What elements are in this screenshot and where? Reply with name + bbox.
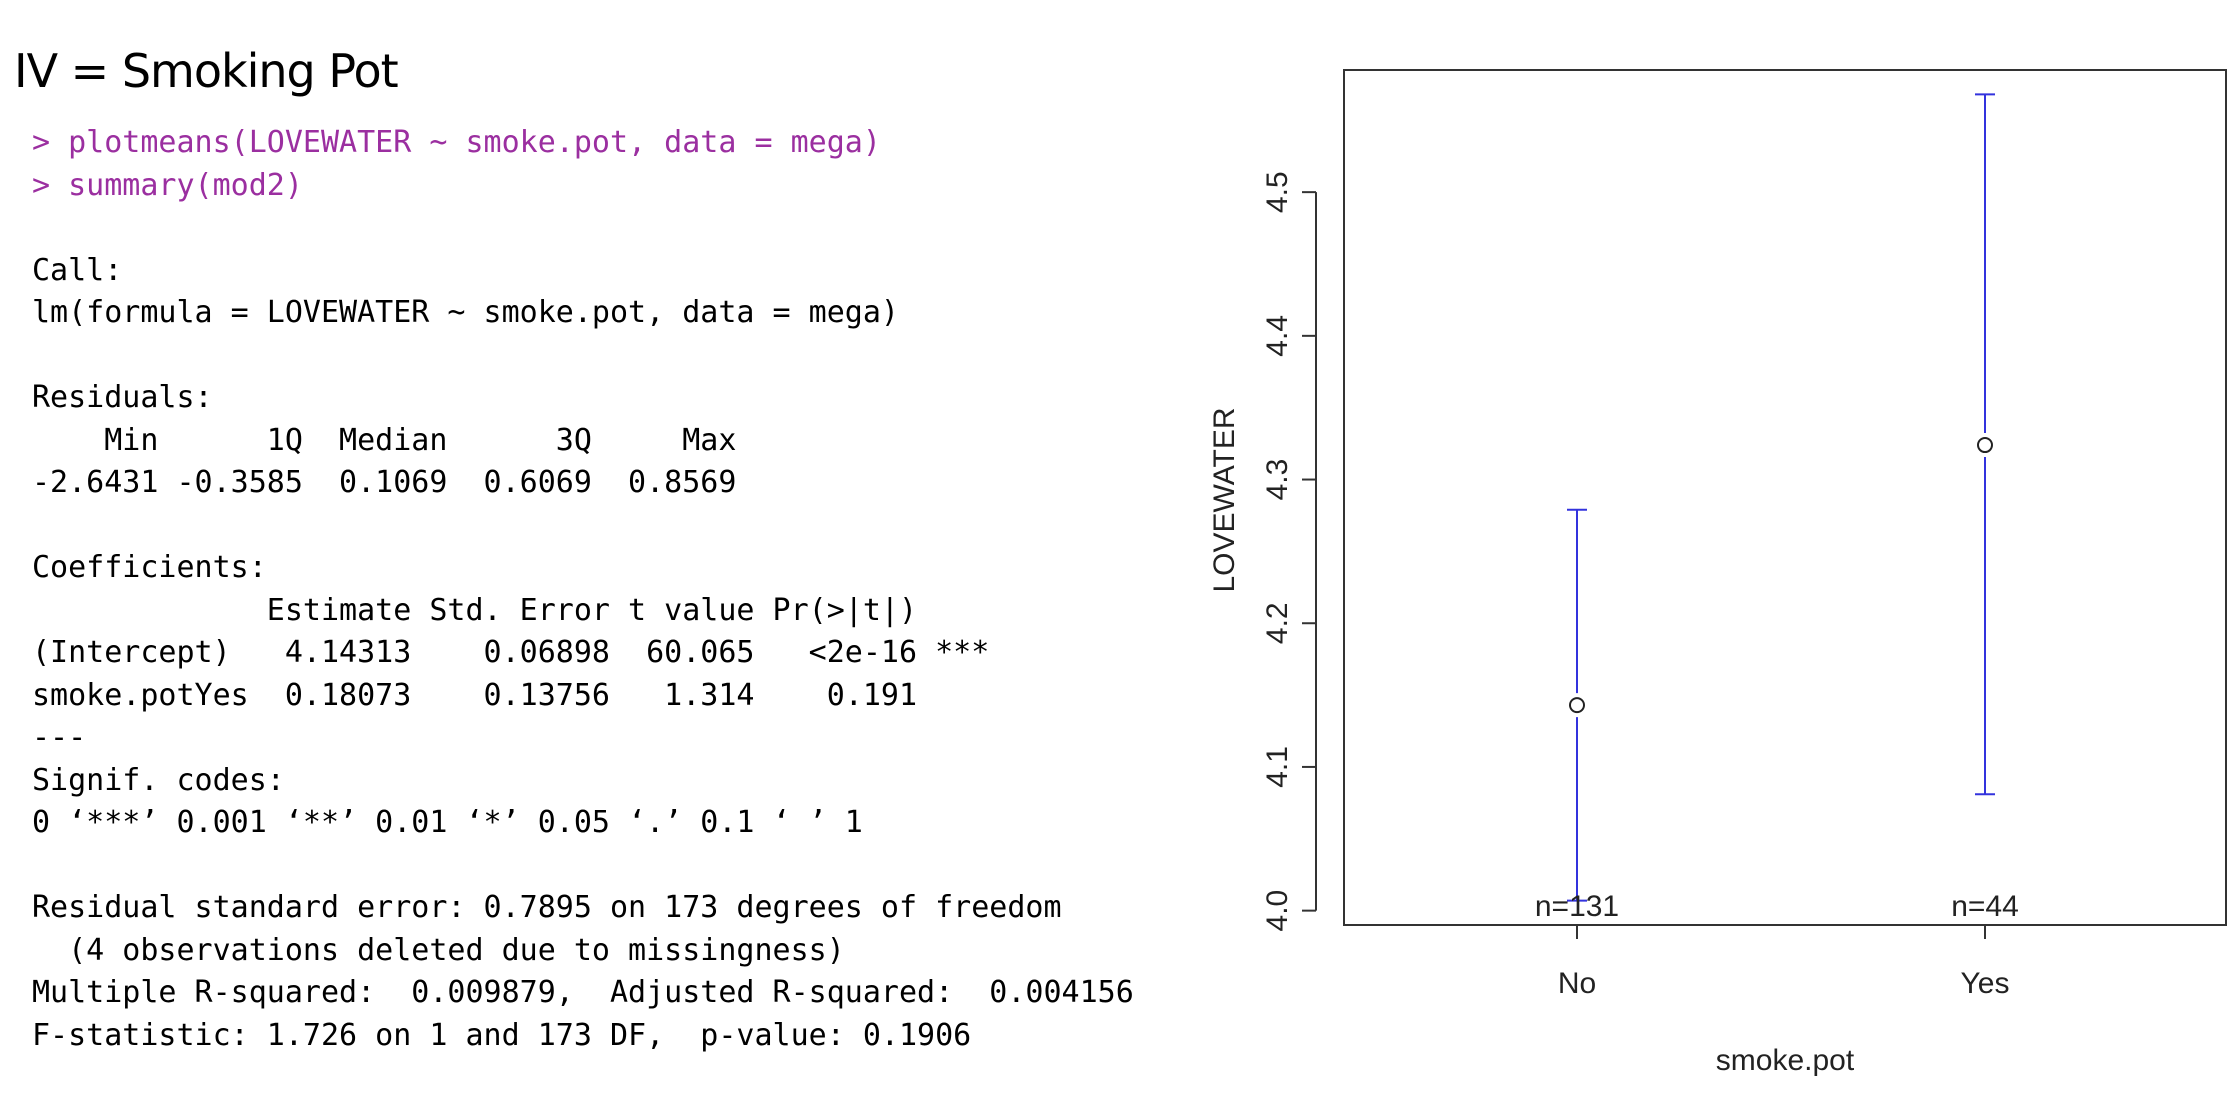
console-output-line: Coefficients: [32,550,267,585]
x-tick-label: Yes [1961,967,2010,1000]
slide-title: IV = Smoking Pot [14,44,399,98]
plotmeans-chart: 4.0 4.1 4.2 4.3 4.4 4.5 No Yes n=131 n=44 LOVEW… [1170,40,2240,1102]
x-tick-label: No [1558,967,1596,1000]
console-output-line: Min 1Q Median 3Q Max [32,422,755,458]
n-count-label: n=131 [1535,890,1619,923]
console-output-line: Estimate Std. Error t value Pr(>|t|) [32,592,990,628]
console-command-line: > plotmeans(LOVEWATER ~ smoke.pot, data … [32,125,881,160]
y-tick-label: 4.5 [1261,171,1294,213]
x-axis: No Yes [1558,924,2010,1000]
y-tick-label: 4.2 [1261,602,1294,644]
console-output-line: lm(formula = LOVEWATER ~ smoke.pot, data… [32,295,899,330]
console-output-line: Residual standard error: 0.7895 on 173 d… [32,890,1062,925]
console-output-line: F-statistic: 1.726 on 1 and 173 DF, p-va… [32,1017,972,1053]
y-axis-label: LOVEWATER [1208,407,1241,592]
y-tick-label: 4.0 [1261,890,1294,932]
x-axis-label: smoke.pot [1716,1044,1855,1077]
console-output-line: Residuals: [32,380,213,415]
console-output-line: (Intercept) 4.14313 0.06898 60.065 <2e-1… [32,635,990,670]
console-output-line: --- [32,720,87,755]
console-output-line [32,207,1152,250]
console-output-line: -2.6431 -0.3585 0.1069 0.6069 0.8569 [32,465,755,500]
console-output-line [32,335,1152,378]
y-tick-label: 4.1 [1261,746,1294,788]
console-command-line: > summary(mod2) [32,167,303,203]
console-output-line: Multiple R-squared: 0.009879, Adjusted R… [32,975,1152,1010]
console-output-line [32,505,1152,548]
chart-svg: 4.0 4.1 4.2 4.3 4.4 4.5 No Yes n=131 n=44 LOVEW… [1208,69,2227,1077]
console-output-line: smoke.potYes 0.18073 0.13756 1.314 0.191 [32,677,990,713]
y-axis: 4.0 4.1 4.2 4.3 4.4 4.5 [1261,171,1317,932]
n-count-label: n=44 [1951,890,2019,923]
y-tick-label: 4.3 [1261,459,1294,501]
console-output-line: Call: [32,252,123,288]
y-tick-label: 4.4 [1261,315,1294,357]
mean-point [1977,437,1993,454]
console-output-line: Signif. codes: [32,762,321,798]
plot-frame [1343,69,2227,926]
r-console-output: > plotmeans(LOVEWATER ~ smoke.pot, data … [32,122,1152,1057]
console-output-line: 0 ‘***’ 0.001 ‘**’ 0.01 ‘*’ 0.05 ‘.’ 0.1… [32,805,863,840]
console-output-line [32,845,1152,888]
chart-marks: n=131 n=44 [1535,93,2019,923]
mean-point [1569,697,1585,714]
console-output-line: (4 observations deleted due to missingne… [32,932,845,968]
